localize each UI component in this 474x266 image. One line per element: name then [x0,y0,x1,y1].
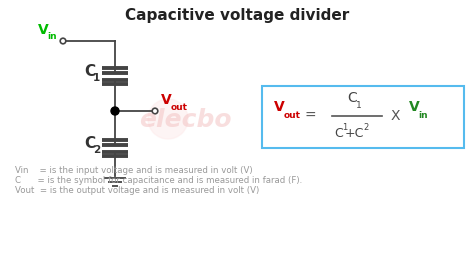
Text: =: = [305,109,317,123]
Text: V: V [274,100,285,114]
Text: 2: 2 [363,123,368,132]
Text: 1: 1 [356,101,362,110]
Text: 1: 1 [93,73,100,83]
Text: +C: +C [345,127,365,140]
Circle shape [152,108,158,114]
Text: Capacitive voltage divider: Capacitive voltage divider [125,8,349,23]
Circle shape [60,38,66,44]
Bar [262,86,464,148]
Text: C: C [347,91,357,105]
Text: C      = is the symbol for capacitance and is measured in farad (F).: C = is the symbol for capacitance and is… [15,176,302,185]
Text: C: C [84,64,95,80]
Text: C: C [84,136,95,152]
Text: V: V [38,23,49,37]
Text: V: V [161,93,172,107]
Text: out: out [283,111,301,120]
Text: elecbo: elecbo [139,108,231,132]
Text: 1: 1 [342,123,347,132]
Text: in: in [47,32,56,41]
Text: in: in [418,111,428,120]
Text: Vout  = is the output voltage and is measured in volt (V): Vout = is the output voltage and is meas… [15,186,259,195]
Text: C: C [334,127,343,140]
Text: X: X [391,109,401,123]
Circle shape [111,107,119,115]
Text: V: V [409,100,420,114]
Text: Vin    = is the input voltage and is measured in volt (V): Vin = is the input voltage and is measur… [15,166,253,175]
Text: out: out [171,102,188,111]
Text: 2: 2 [93,145,100,155]
Circle shape [148,99,188,139]
